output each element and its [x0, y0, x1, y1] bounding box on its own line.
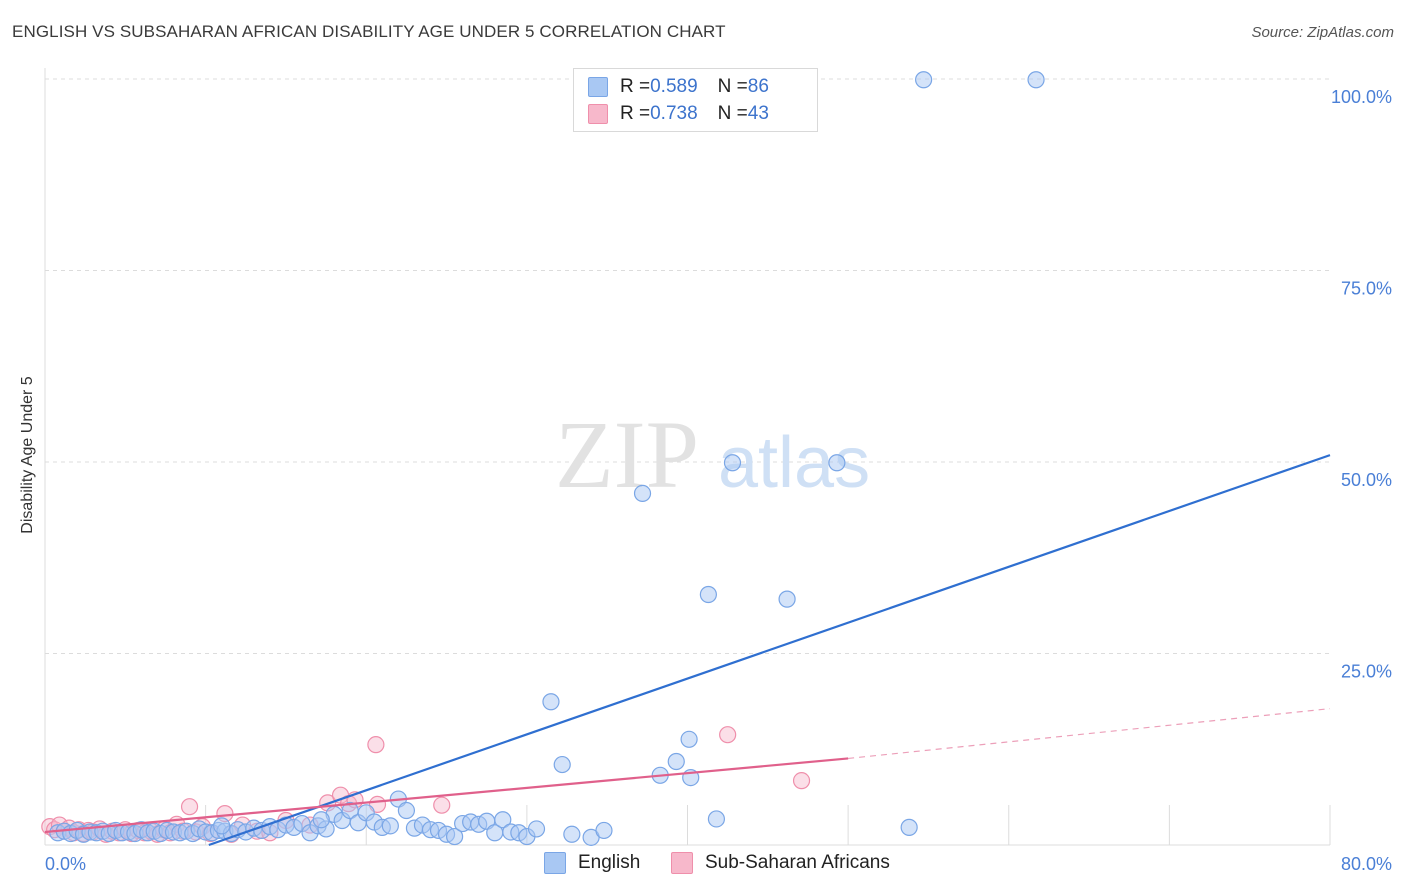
english-point — [494, 811, 512, 829]
african-point — [433, 796, 451, 814]
legend-r-label: R = — [620, 76, 651, 97]
english-point — [312, 811, 330, 829]
y-tick-label: 25.0% — [1341, 662, 1392, 682]
legend-swatch-african — [588, 104, 608, 124]
y-tick-labels: 25.0% 50.0% 75.0% 100.0% — [1331, 87, 1392, 682]
legend-label-english: English — [578, 852, 641, 873]
watermark-zip: ZIP — [555, 401, 699, 508]
y-tick-label: 50.0% — [1341, 470, 1392, 490]
legend-n-value: 86 — [747, 76, 769, 97]
african-point — [180, 798, 199, 816]
legend-swatch-english — [588, 77, 608, 97]
english-point — [828, 454, 846, 472]
english-point — [900, 818, 918, 836]
english-point — [213, 817, 231, 835]
trend-lines — [44, 454, 1331, 847]
african-trend-extension — [848, 708, 1331, 760]
legend-label-african: Sub-Saharan Africans — [705, 852, 890, 873]
english-point — [553, 755, 571, 774]
series-legend: English Sub-Saharan Africans — [0, 852, 1406, 878]
english-trend-line — [208, 454, 1331, 847]
legend-n-value: 43 — [747, 103, 769, 124]
african-point — [367, 736, 385, 754]
x-tick-labels: 0.0% 80.0% — [45, 854, 1392, 874]
legend-row-english: R = 0.589 N = 86 — [588, 75, 769, 99]
legend-r-label: R = — [620, 103, 651, 124]
legend-n-label: N = — [717, 76, 748, 97]
legend-item-english[interactable]: English — [544, 852, 640, 874]
african-trend-line — [44, 757, 849, 834]
african-point — [792, 772, 811, 790]
watermark: ZIP atlas — [555, 401, 870, 508]
english-point — [445, 827, 464, 846]
english-point — [723, 454, 742, 472]
english-point — [595, 821, 613, 840]
y-tick-label: 100.0% — [1331, 87, 1392, 107]
english-point — [778, 590, 796, 608]
legend-r-value: 0.589 — [650, 76, 698, 97]
english-points — [49, 71, 1045, 846]
legend-swatch-english — [544, 852, 566, 874]
legend-n-label: N = — [717, 103, 748, 124]
english-point — [680, 730, 698, 748]
y-tick-label: 75.0% — [1341, 279, 1392, 299]
english-point — [667, 752, 685, 771]
english-point — [527, 820, 546, 838]
english-point — [915, 71, 933, 89]
legend-swatch-african — [671, 852, 693, 874]
english-point — [397, 801, 416, 820]
chart-title: ENGLISH VS SUBSAHARAN AFRICAN DISABILITY… — [12, 22, 726, 41]
x-tick-label: 0.0% — [45, 854, 86, 874]
x-tick-label: 80.0% — [1341, 854, 1392, 874]
english-point — [542, 693, 560, 711]
legend-item-african[interactable]: Sub-Saharan Africans — [671, 852, 890, 874]
english-point — [563, 825, 581, 843]
english-point — [699, 585, 717, 604]
english-point — [707, 810, 726, 828]
english-point — [633, 484, 652, 503]
source-label: Source: ZipAtlas.com — [1251, 24, 1394, 41]
correlation-legend: R = 0.589 N = 86 R = 0.738 N = 43 — [573, 68, 818, 132]
english-point — [1027, 71, 1045, 89]
english-point — [381, 817, 399, 835]
legend-r-value: 0.738 — [650, 103, 698, 124]
african-point — [719, 726, 737, 744]
legend-row-african: R = 0.738 N = 43 — [588, 102, 769, 126]
